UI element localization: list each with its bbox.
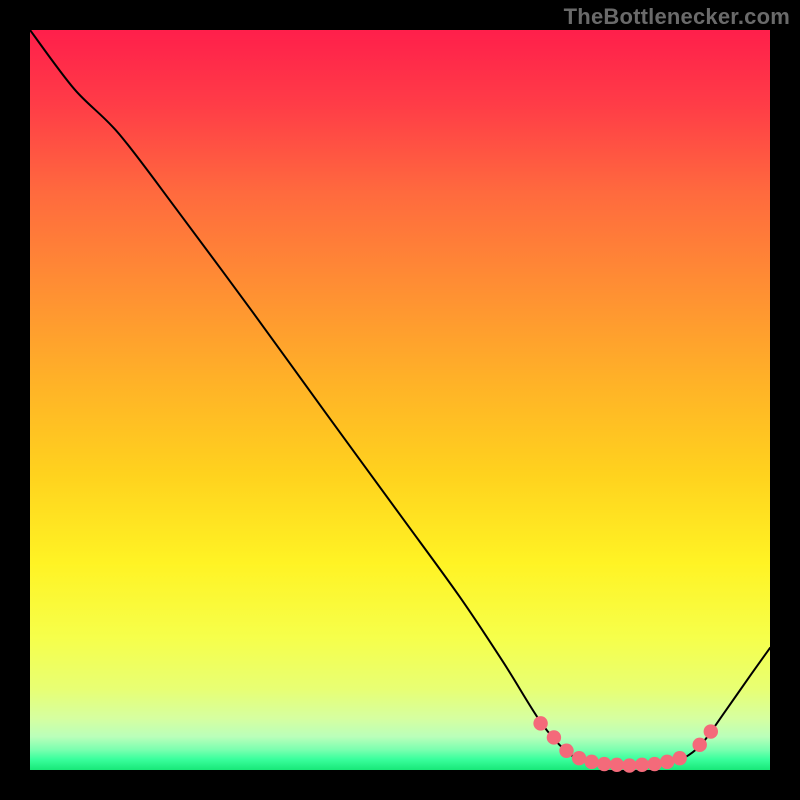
chart-container: TheBottlenecker.com [0, 0, 800, 800]
marker-dot [704, 724, 718, 738]
marker-dot [693, 738, 707, 752]
marker-dot [584, 755, 598, 769]
marker-dot [660, 755, 674, 769]
marker-dot [610, 758, 624, 772]
watermark-text: TheBottlenecker.com [564, 4, 790, 30]
plot-area [30, 30, 770, 770]
marker-dot [673, 751, 687, 765]
marker-dot [533, 716, 547, 730]
marker-dot [547, 730, 561, 744]
marker-dot [572, 751, 586, 765]
marker-dot [622, 758, 636, 772]
marker-dot [559, 744, 573, 758]
marker-dot [597, 757, 611, 771]
marker-dot [635, 758, 649, 772]
bottleneck-chart [0, 0, 800, 800]
marker-dot [647, 757, 661, 771]
